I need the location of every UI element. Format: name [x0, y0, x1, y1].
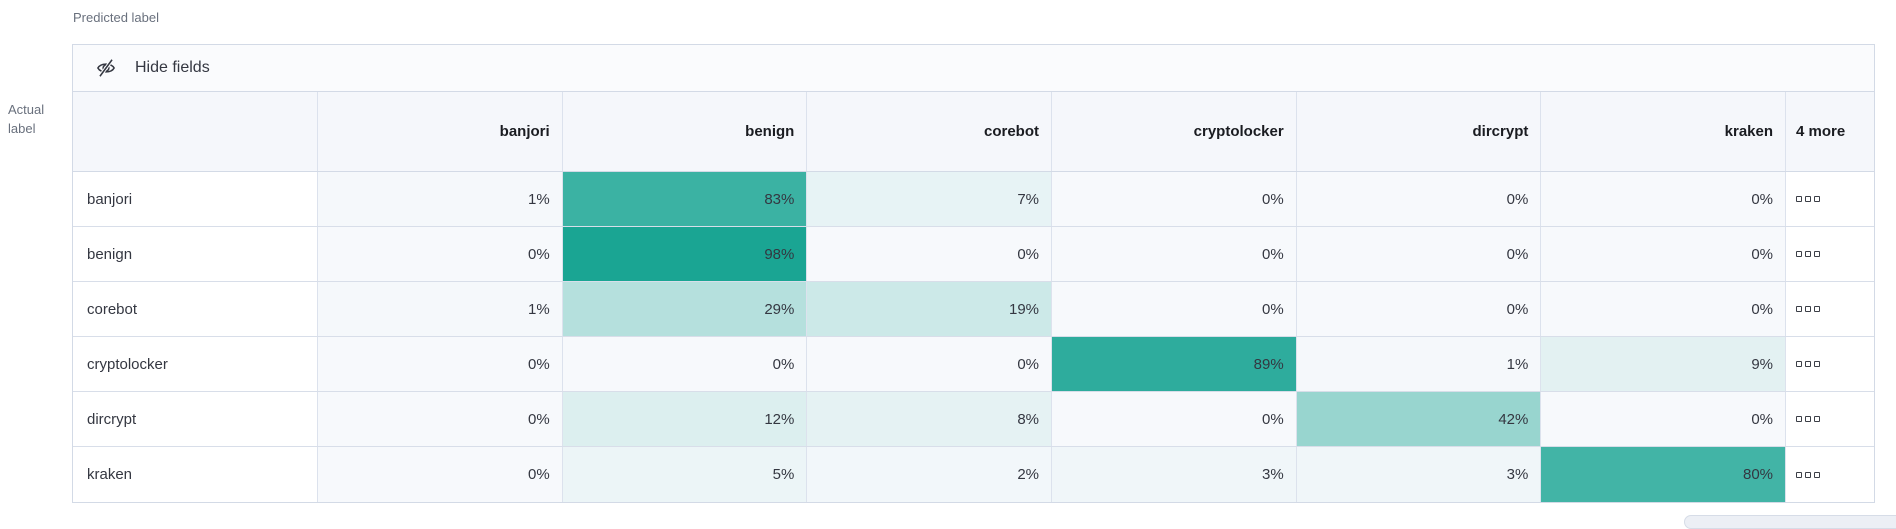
boxes-horizontal-icon — [1796, 471, 1821, 478]
matrix-cell[interactable]: 42% — [1296, 392, 1542, 446]
row-label: corebot — [73, 282, 318, 336]
matrix-cell[interactable]: 0% — [1052, 227, 1297, 281]
matrix-cell[interactable]: 3% — [1296, 447, 1542, 502]
matrix-cell[interactable]: 29% — [562, 282, 808, 336]
matrix-cell[interactable]: 8% — [807, 392, 1053, 446]
boxes-horizontal-icon — [1796, 306, 1821, 312]
column-header-corebot: corebot — [807, 92, 1053, 171]
row-label: dircrypt — [73, 392, 318, 446]
matrix-cell[interactable]: 0% — [1052, 392, 1297, 446]
matrix-cell[interactable]: 80% — [1541, 447, 1787, 502]
more-columns-header: 4 more — [1796, 122, 1846, 140]
header-corner-cell — [73, 92, 318, 171]
matrix-cell[interactable]: 0% — [1052, 172, 1297, 226]
matrix-cell[interactable]: 5% — [562, 447, 808, 502]
more-columns-cell — [1786, 392, 1875, 446]
matrix-cell[interactable]: 89% — [1052, 337, 1297, 391]
boxes-horizontal-icon — [1796, 361, 1821, 367]
matrix-cell[interactable]: 0% — [1541, 282, 1787, 336]
matrix-cell[interactable]: 1% — [318, 282, 563, 336]
matrix-cell[interactable]: 83% — [562, 172, 808, 226]
matrix-cell[interactable]: 0% — [318, 337, 563, 391]
matrix-cell[interactable]: 12% — [562, 392, 808, 446]
table-row-banjori: banjori 1% 83% 7% 0% 0% 0% — [73, 172, 1875, 227]
confusion-matrix-panel: Hide fields banjori benign corebot crypt… — [72, 44, 1875, 503]
matrix-cell[interactable]: 0% — [1052, 282, 1297, 336]
matrix-cell[interactable]: 0% — [1296, 227, 1542, 281]
matrix-cell[interactable]: 0% — [1541, 172, 1787, 226]
matrix-cell[interactable]: 98% — [562, 227, 808, 281]
row-label: benign — [73, 227, 318, 281]
header-row: banjori benign corebot cryptolocker dirc… — [73, 92, 1874, 172]
matrix-cell[interactable]: 1% — [318, 172, 563, 226]
row-label: cryptolocker — [73, 337, 318, 391]
hide-fields-label: Hide fields — [135, 59, 210, 76]
boxes-horizontal-icon — [1796, 251, 1821, 257]
hide-fields-button[interactable]: Hide fields — [95, 57, 210, 79]
more-columns-cell — [1786, 447, 1875, 502]
matrix-cell[interactable]: 0% — [562, 337, 808, 391]
actual-label: Actual label — [8, 102, 45, 136]
boxes-horizontal-icon — [1796, 196, 1821, 202]
boxes-horizontal-icon — [1796, 416, 1821, 422]
more-columns-cell — [1786, 337, 1875, 391]
column-header-cryptolocker: cryptolocker — [1052, 92, 1297, 171]
matrix-cell[interactable]: 7% — [807, 172, 1053, 226]
table-row-corebot: corebot 1% 29% 19% 0% 0% 0% — [73, 282, 1875, 337]
more-columns-cell — [1786, 227, 1875, 281]
table-row-dircrypt: dircrypt 0% 12% 8% 0% 42% 0% — [73, 392, 1875, 447]
column-header-dircrypt: dircrypt — [1297, 92, 1542, 171]
more-columns-cell — [1786, 172, 1875, 226]
matrix-cell[interactable]: 0% — [1541, 392, 1787, 446]
matrix-cell[interactable]: 0% — [1296, 172, 1542, 226]
more-columns-cell — [1786, 282, 1875, 336]
matrix-cell[interactable]: 0% — [318, 447, 563, 502]
column-header-kraken: kraken — [1541, 92, 1787, 171]
matrix-cell[interactable]: 0% — [318, 392, 563, 446]
matrix-cell[interactable]: 3% — [1052, 447, 1297, 502]
matrix-cell[interactable]: 0% — [1296, 282, 1542, 336]
matrix-cell[interactable]: 0% — [1541, 227, 1787, 281]
column-header-banjori: banjori — [318, 92, 563, 171]
table-row-cryptolocker: cryptolocker 0% 0% 0% 89% 1% 9% — [73, 337, 1875, 392]
table-row-kraken: kraken 0% 5% 2% 3% 3% 80% — [73, 447, 1875, 502]
row-label: kraken — [73, 447, 318, 502]
matrix-cell[interactable]: 9% — [1541, 337, 1787, 391]
grid-toolbar: Hide fields — [73, 45, 1874, 92]
horizontal-scrollbar[interactable] — [1684, 515, 1896, 529]
matrix-cell[interactable]: 2% — [807, 447, 1053, 502]
table-row-benign: benign 0% 98% 0% 0% 0% 0% — [73, 227, 1875, 282]
matrix-cell[interactable]: 0% — [807, 337, 1053, 391]
matrix-cell[interactable]: 0% — [807, 227, 1053, 281]
predicted-label: Predicted label — [73, 10, 159, 25]
confusion-matrix-grid: banjori benign corebot cryptolocker dirc… — [73, 92, 1875, 502]
matrix-cell[interactable]: 19% — [807, 282, 1053, 336]
matrix-cell[interactable]: 0% — [318, 227, 563, 281]
matrix-cell[interactable]: 1% — [1296, 337, 1542, 391]
row-label: banjori — [73, 172, 318, 226]
column-header-benign: benign — [563, 92, 808, 171]
eye-closed-icon — [95, 57, 117, 79]
